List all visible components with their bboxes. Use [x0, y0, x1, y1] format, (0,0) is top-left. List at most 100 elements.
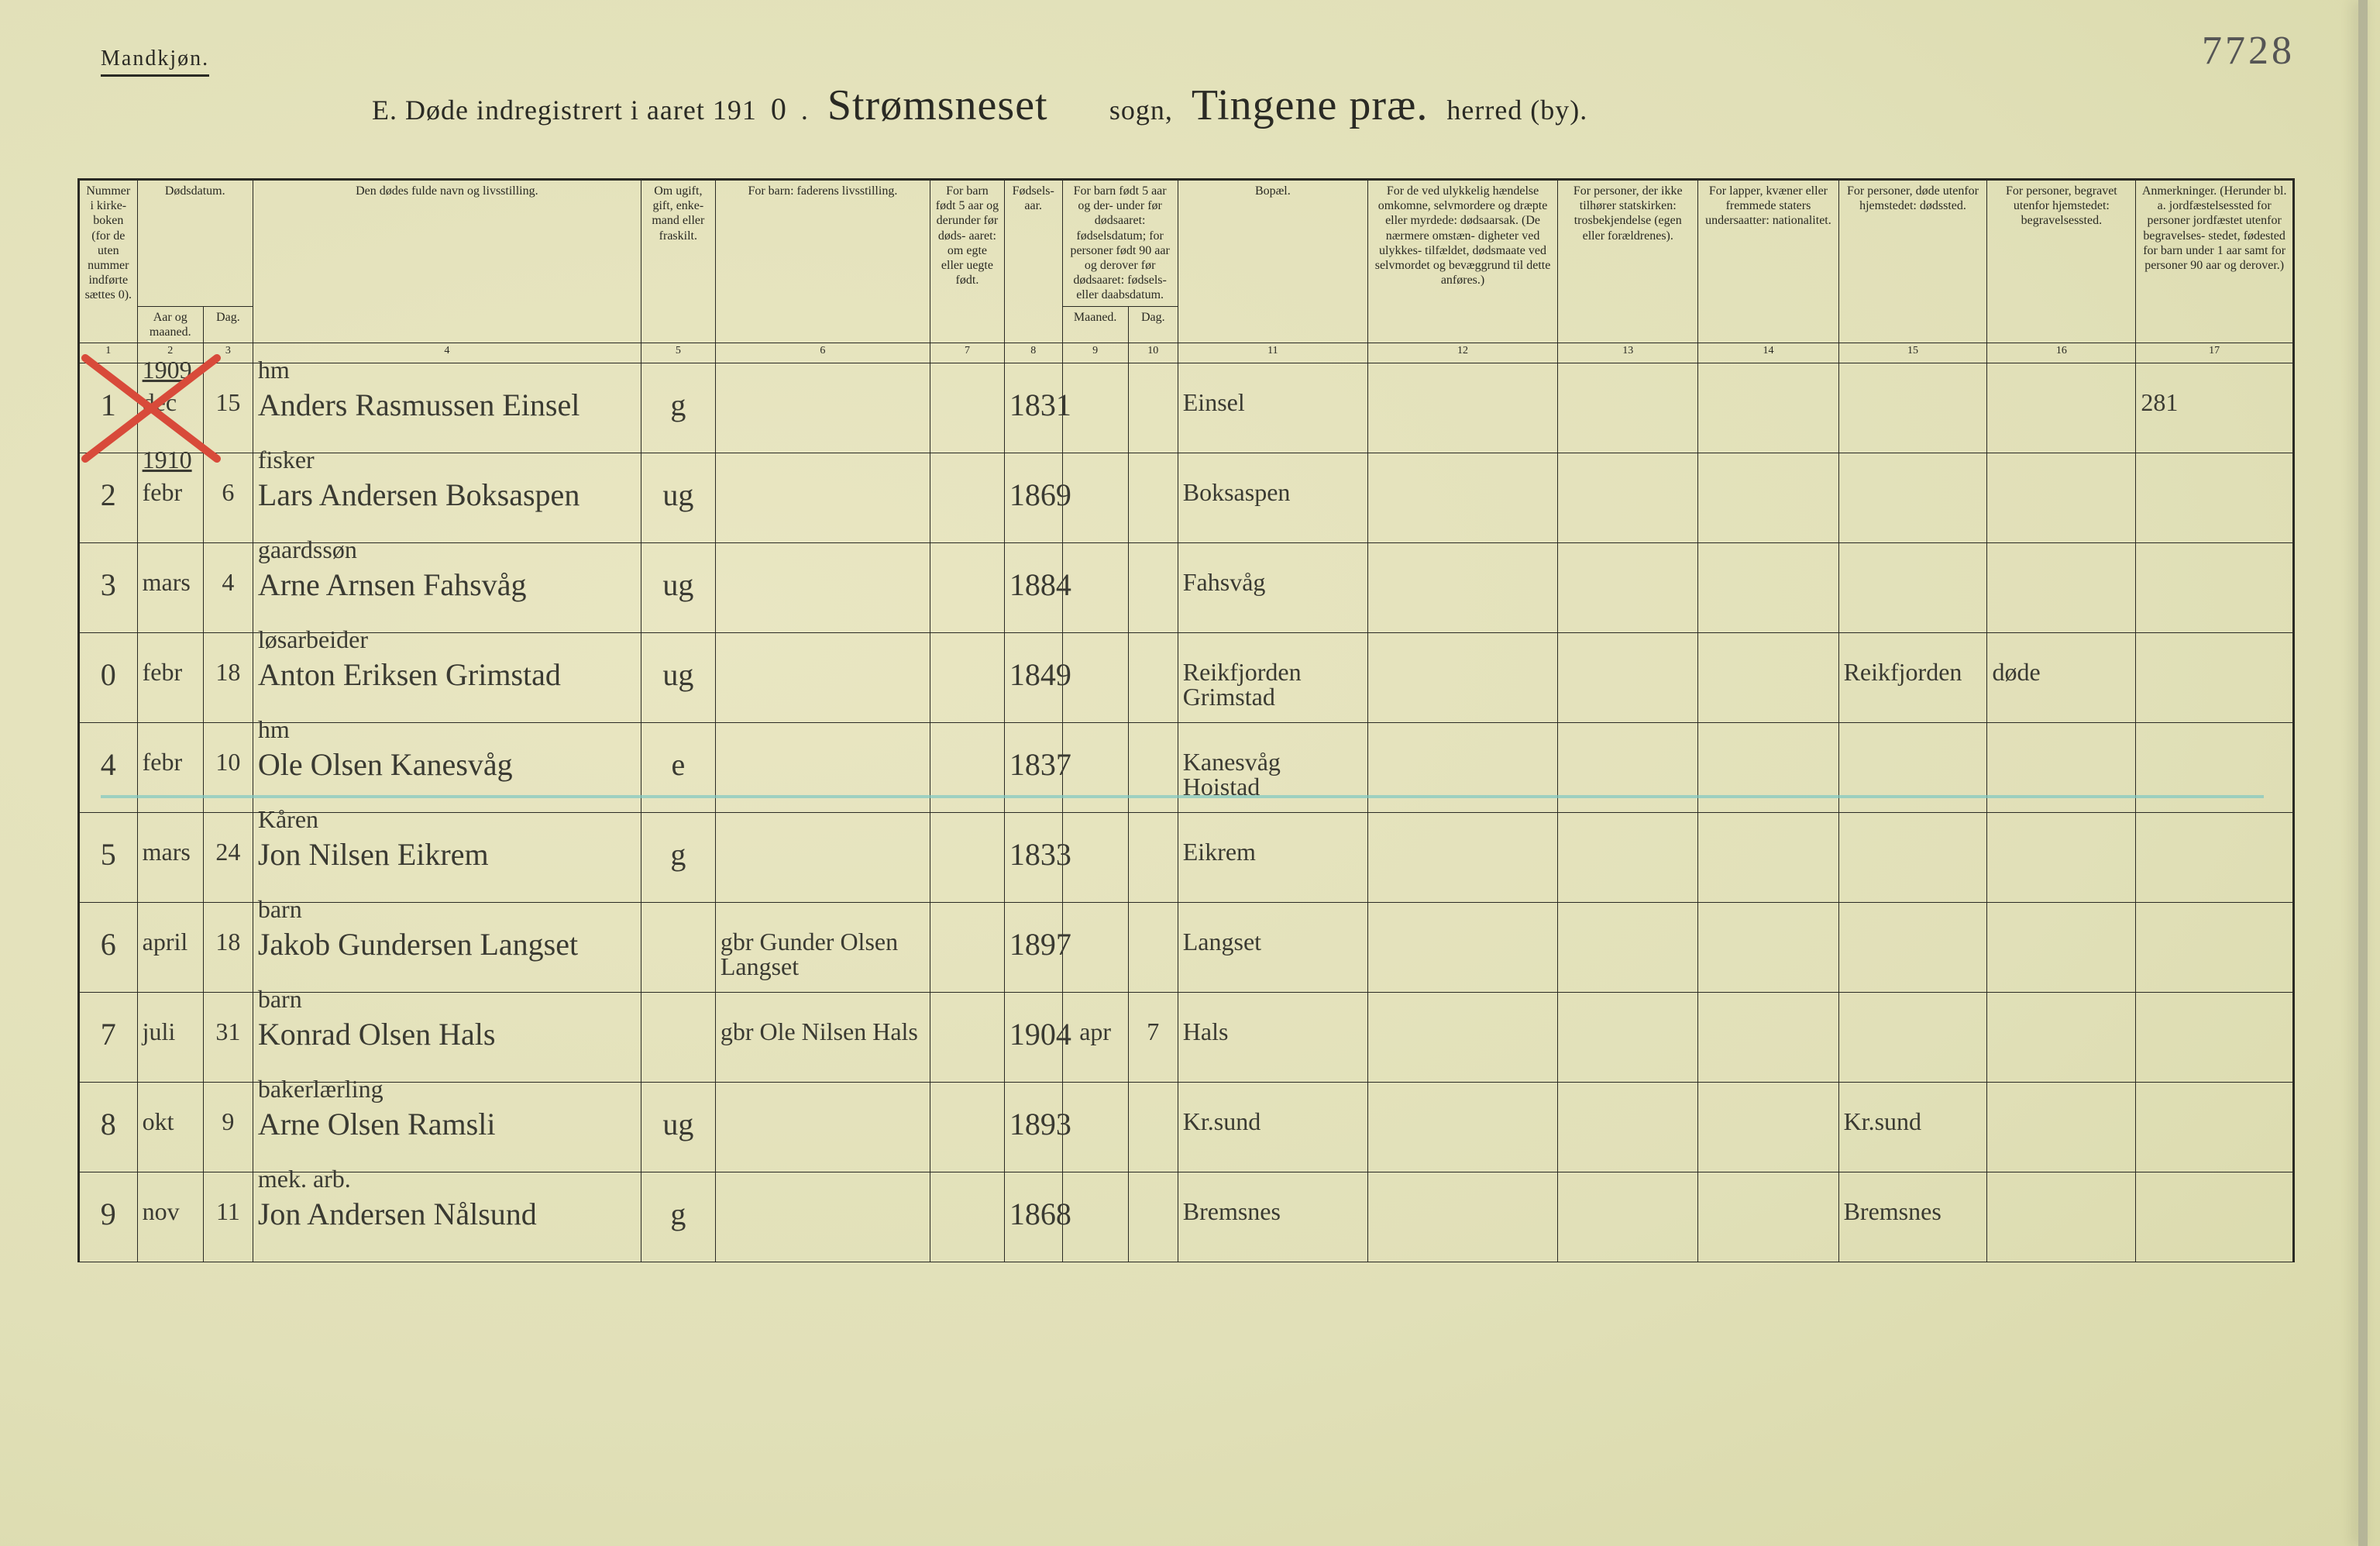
year-header: 1909	[143, 357, 192, 382]
cell: 6	[80, 902, 138, 992]
cell: 11	[203, 1172, 253, 1262]
cell	[1558, 902, 1698, 992]
colnum: 7	[930, 343, 1004, 363]
colnum: 15	[1838, 343, 1987, 363]
table-row: 9nov11mek. arb.Jon Andersen Nålsundg1868…	[80, 1172, 2293, 1262]
cell	[930, 1082, 1004, 1172]
table-row: 4febr10hmOle Olsen Kanesvåge1837Kanesvåg…	[80, 722, 2293, 812]
cell	[1062, 542, 1128, 632]
cell: 18	[203, 632, 253, 722]
cell	[715, 632, 930, 722]
page-number-hand: 7728	[2202, 28, 2295, 74]
table-row: 0febr18løsarbeiderAnton Eriksen Grimstad…	[80, 632, 2293, 722]
cell: gbr Gunder Olsen Langset	[715, 902, 930, 992]
cell: mars	[137, 542, 203, 632]
cell	[930, 363, 1004, 453]
cell: 2	[80, 453, 138, 542]
col-header-2-year: Aar og maaned.	[137, 306, 203, 343]
occupation: løsarbeider	[258, 627, 368, 652]
col-header-16: For personer, begravet utenfor hjemstede…	[1987, 181, 2136, 343]
cell	[1987, 812, 2136, 902]
year-header: 1910	[143, 447, 192, 472]
cell: 15	[203, 363, 253, 453]
cell: Reikfjorden Grimstad	[1178, 632, 1367, 722]
cell: mek. arb.Jon Andersen Nålsund	[253, 1172, 641, 1262]
cell: febr	[137, 722, 203, 812]
cell	[930, 992, 1004, 1082]
cell	[930, 453, 1004, 542]
colnum: 11	[1178, 343, 1367, 363]
cell: Bremsnes	[1838, 1172, 1987, 1262]
col-header-6: For barn: faderens livsstilling.	[715, 181, 930, 343]
cell: april	[137, 902, 203, 992]
cell: okt	[137, 1082, 203, 1172]
col-header-8: Fødsels- aar.	[1004, 181, 1062, 343]
colnum: 10	[1128, 343, 1178, 363]
cell	[2136, 632, 2293, 722]
cell	[1367, 363, 1557, 453]
cell	[1698, 812, 1838, 902]
cell	[1062, 812, 1128, 902]
cell	[1367, 1082, 1557, 1172]
col-header-9-d: Dag.	[1128, 306, 1178, 343]
colnum: 8	[1004, 343, 1062, 363]
cell	[1838, 453, 1987, 542]
cell	[930, 722, 1004, 812]
cell	[1128, 632, 1178, 722]
cell	[641, 992, 715, 1082]
colnum: 1	[80, 343, 138, 363]
cell	[1698, 632, 1838, 722]
label-herred: herred (by).	[1446, 94, 1587, 126]
cell	[2136, 812, 2293, 902]
col-header-9a: For barn født 5 aar og der- under før dø…	[1062, 181, 1178, 307]
cell	[1367, 453, 1557, 542]
cell: Langset	[1178, 902, 1367, 992]
cell: Bremsnes	[1178, 1172, 1367, 1262]
cell: 281	[2136, 363, 2293, 453]
col-header-14: For lapper, kvæner eller fremmede stater…	[1698, 181, 1838, 343]
cell: 5	[80, 812, 138, 902]
occupation: Kåren	[258, 807, 318, 832]
cell	[1838, 812, 1987, 902]
table-row: 6april18barnJakob Gundersen Langsetgbr G…	[80, 902, 2293, 992]
ledger-table: Nummer i kirke- boken (for de uten numme…	[79, 180, 2293, 1262]
cell: 31	[203, 992, 253, 1082]
cell	[715, 453, 930, 542]
colnum: 5	[641, 343, 715, 363]
cell: 4	[80, 722, 138, 812]
colnum: 14	[1698, 343, 1838, 363]
colnum: 13	[1558, 343, 1698, 363]
label-sogn: sogn,	[1109, 94, 1173, 126]
cell: fiskerLars Andersen Boksaspen	[253, 453, 641, 542]
cell	[1838, 722, 1987, 812]
cell	[1838, 542, 1987, 632]
cell	[1987, 453, 2136, 542]
column-number-row: 1 2 3 4 5 6 7 8 9 10 11 12 13 14 15 16 1	[80, 343, 2293, 363]
cell	[1558, 1082, 1698, 1172]
cell	[1128, 722, 1178, 812]
cell	[715, 542, 930, 632]
cell: juli	[137, 992, 203, 1082]
cell	[1558, 1172, 1698, 1262]
cell	[1062, 1082, 1128, 1172]
cell: 1837	[1004, 722, 1062, 812]
cell: 1869	[1004, 453, 1062, 542]
cell	[1062, 363, 1128, 453]
cell	[930, 812, 1004, 902]
occupation: fisker	[258, 447, 315, 472]
cell: 4	[203, 542, 253, 632]
cell	[2136, 722, 2293, 812]
cell: barnJakob Gundersen Langset	[253, 902, 641, 992]
cell	[1987, 363, 2136, 453]
cell	[1558, 632, 1698, 722]
cell: ug	[641, 632, 715, 722]
cell: 1868	[1004, 1172, 1062, 1262]
occupation: barn	[258, 986, 302, 1011]
cell	[2136, 542, 2293, 632]
cell	[1987, 992, 2136, 1082]
col-header-13: For personer, der ikke tilhører statskir…	[1558, 181, 1698, 343]
cell: ug	[641, 1082, 715, 1172]
colnum: 12	[1367, 343, 1557, 363]
cell: barnKonrad Olsen Hals	[253, 992, 641, 1082]
cell: 7	[80, 992, 138, 1082]
